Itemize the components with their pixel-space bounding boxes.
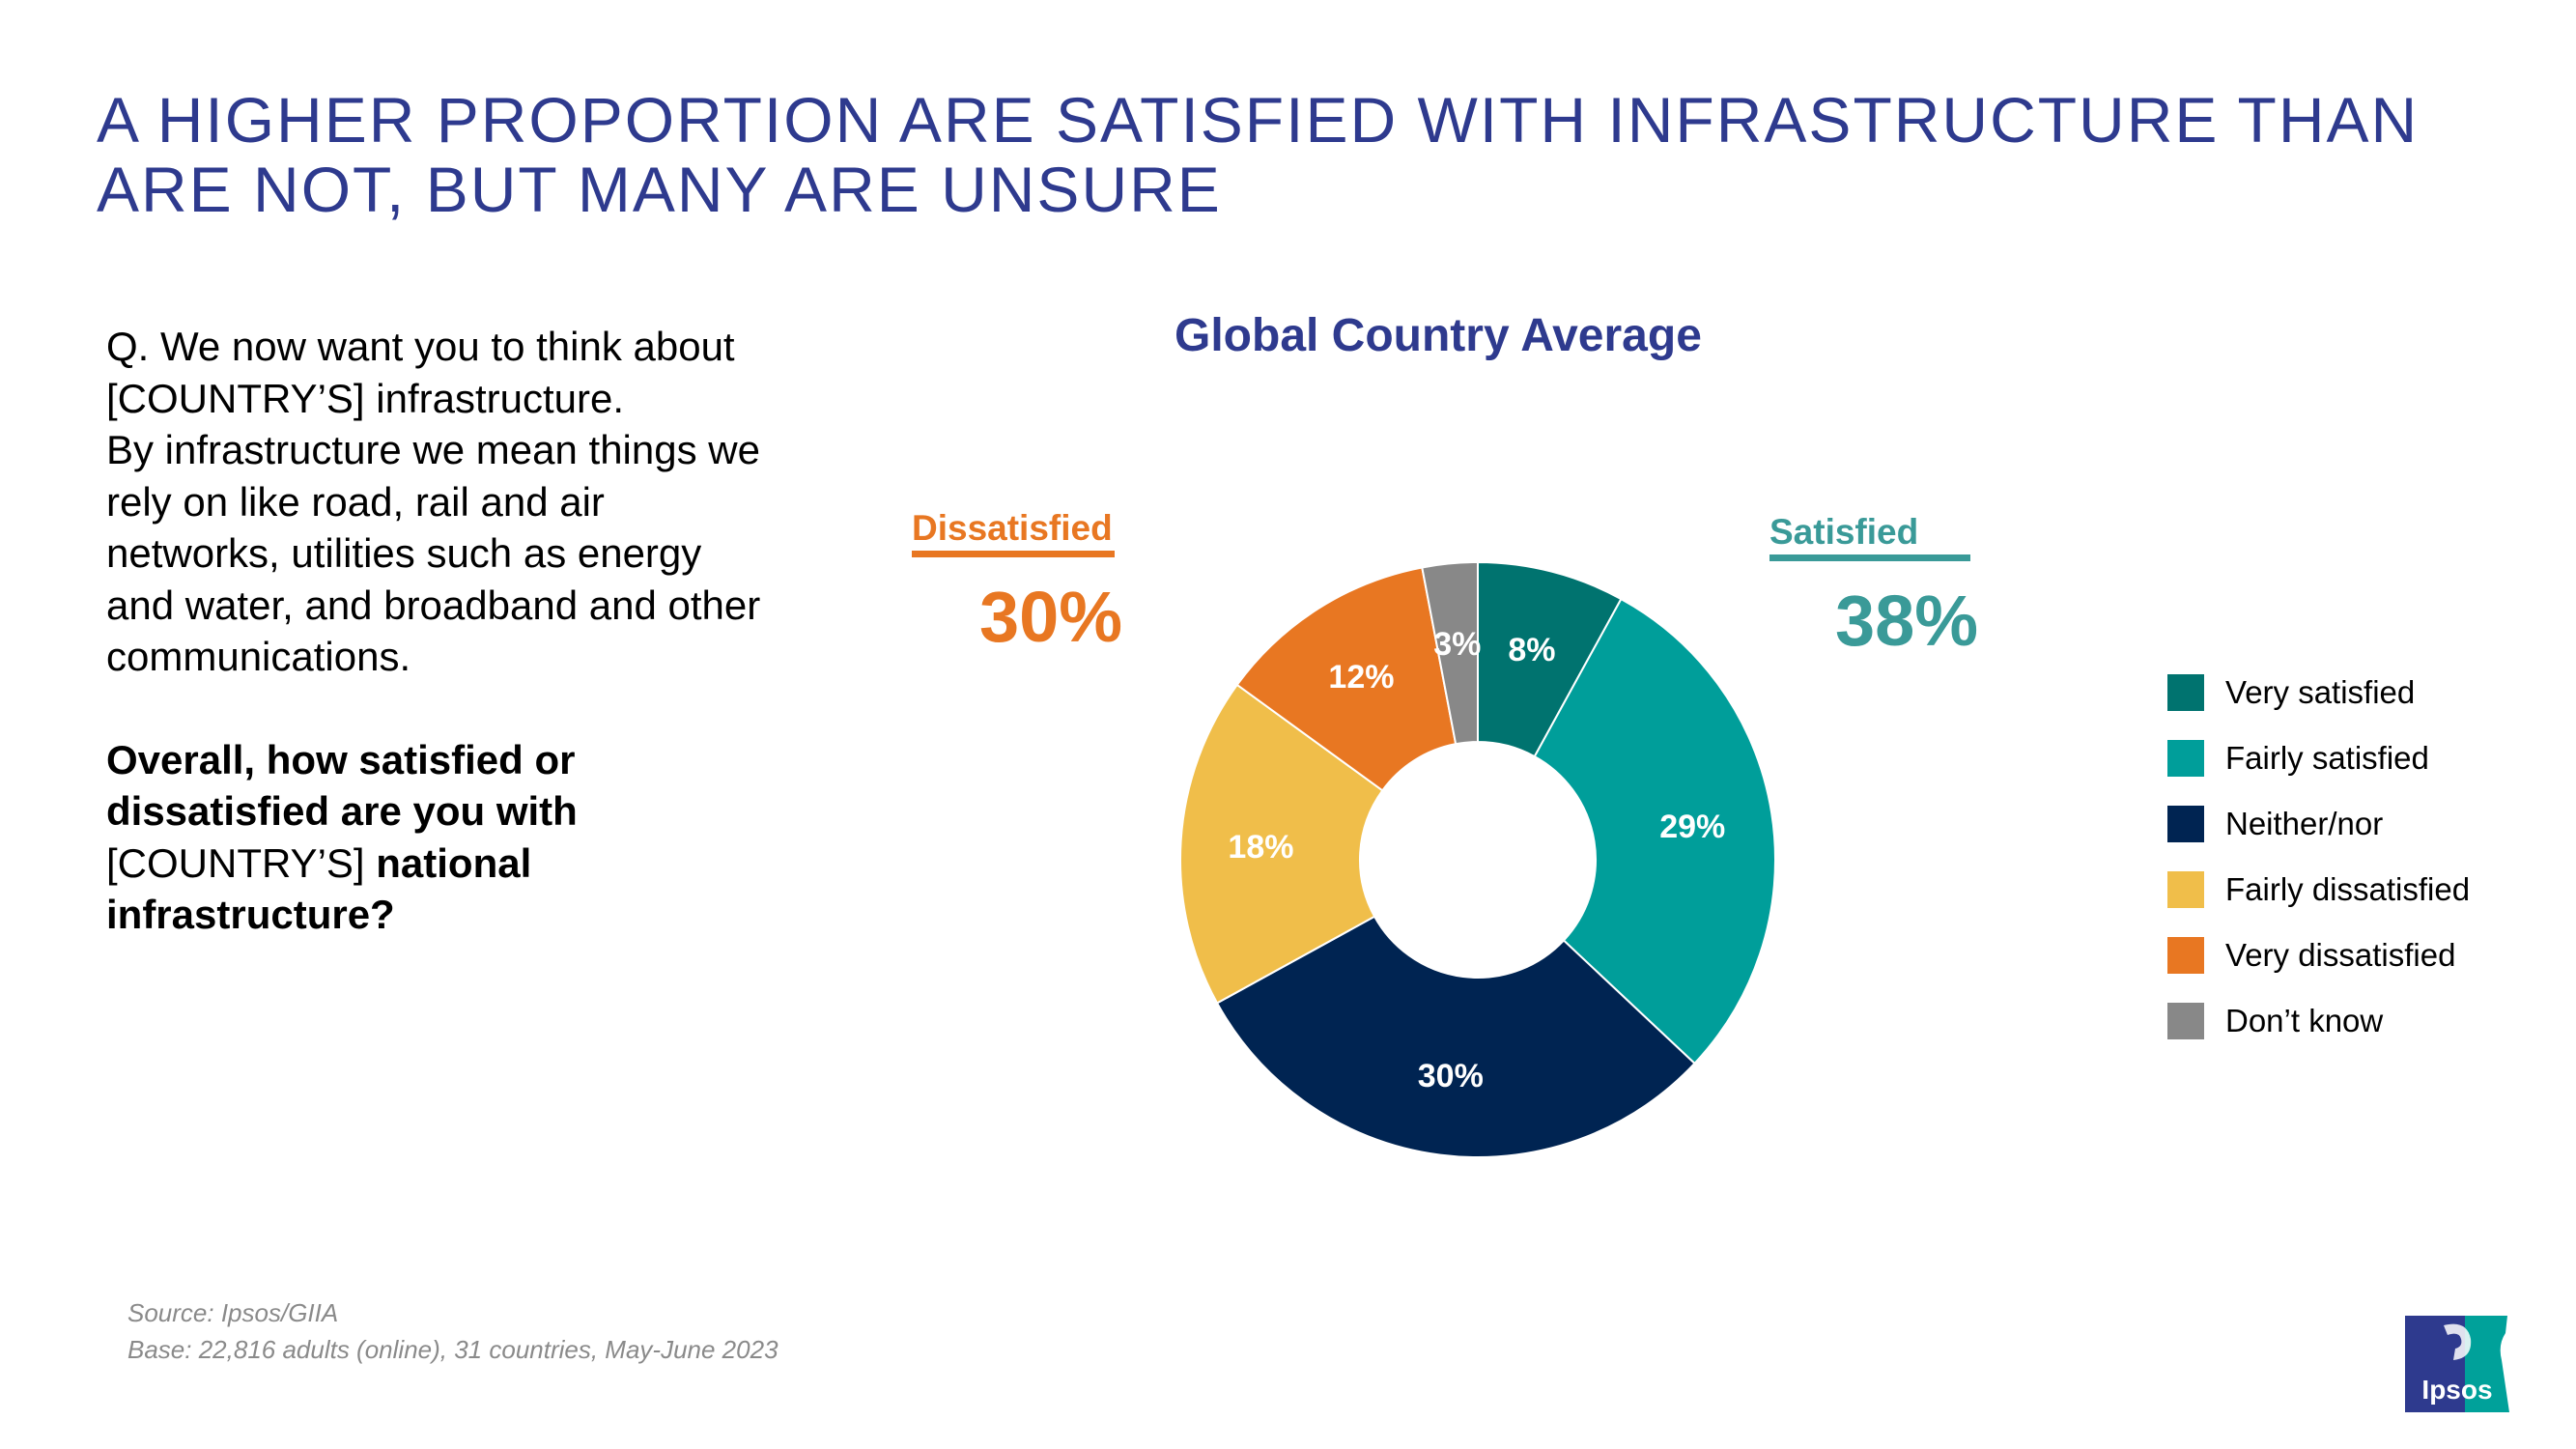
title-line-2: ARE NOT, BUT MANY ARE UNSURE (97, 154, 1222, 225)
donut-slice-neither-nor (1215, 915, 1696, 1158)
footer-notes: Source: Ipsos/GIIA Base: 22,816 adults (… (127, 1294, 778, 1368)
donut-data-label: 12% (1328, 659, 1394, 696)
satisfied-value: 38% (1835, 581, 1979, 661)
donut-slice-fairly-satisfied (1533, 597, 1776, 1065)
satisfied-underline (1769, 554, 1970, 561)
question-line: [COUNTRY’S] infrastructure. (106, 375, 625, 421)
question-line: networks, utilities such as energy (106, 530, 702, 576)
legend-item: Fairly satisfied (2167, 738, 2554, 777)
question-line: By infrastructure we mean things we (106, 427, 760, 472)
legend-swatch (2167, 674, 2204, 711)
source-note: Source: Ipsos/GIIA (127, 1298, 339, 1327)
legend-item: Don’t know (2167, 1001, 2554, 1039)
legend-label: Fairly satisfied (2225, 740, 2429, 776)
legend-item: Neither/nor (2167, 804, 2554, 842)
donut-data-label: 18% (1228, 829, 1293, 866)
legend-label: Very dissatisfied (2225, 937, 2456, 973)
legend-swatch (2167, 871, 2204, 908)
dissatisfied-underline (912, 551, 1115, 557)
title-line-1: A HIGHER PROPORTION ARE SATISFIED WITH I… (97, 84, 2420, 156)
legend-swatch (2167, 740, 2204, 777)
legend-item: Very dissatisfied (2167, 935, 2554, 974)
question-bold-line: dissatisfied are you with (106, 788, 578, 834)
base-note: Base: 22,816 adults (online), 31 countri… (127, 1335, 778, 1364)
legend-item: Very satisfied (2167, 672, 2554, 711)
donut-chart: 8% 29% 30% 18% 12% 3% (1179, 560, 1776, 1158)
question-text: Q. We now want you to think about [COUNT… (106, 321, 840, 941)
legend-label: Very satisfied (2225, 674, 2416, 710)
slide-title: A HIGHER PROPORTION ARE SATISFIED WITH I… (97, 85, 2550, 224)
legend-label: Neither/nor (2225, 806, 2384, 841)
donut-data-label: 3% (1433, 626, 1481, 663)
question-bold-line: infrastructure? (106, 892, 395, 937)
dissatisfied-label: Dissatisfied (912, 508, 1113, 548)
question-line: Q. We now want you to think about (106, 324, 735, 369)
question-line: rely on like road, rail and air (106, 478, 605, 525)
donut-slice-very-dissatisfied (1235, 566, 1458, 792)
legend-label: Don’t know (2225, 1003, 2384, 1038)
donut-slice-fairly-dissatisfied (1179, 683, 1384, 1005)
dissatisfied-value: 30% (979, 577, 1123, 657)
logo-face-icon (2444, 1323, 2472, 1360)
donut-data-label: 29% (1659, 809, 1725, 845)
legend-swatch (2167, 806, 2204, 842)
legend-swatch (2167, 1003, 2204, 1039)
question-bold-line: national (376, 839, 532, 886)
question-country-placeholder: [COUNTRY’S] (106, 839, 377, 886)
legend-label: Fairly dissatisfied (2225, 871, 2471, 907)
question-line: and water, and broadband and other (106, 582, 761, 628)
chart-title: Global Country Average (1175, 310, 1702, 361)
logo-text: Ipsos (2421, 1375, 2492, 1405)
satisfied-label: Satisfied (1769, 512, 1919, 552)
donut-slice-don-t-know (1421, 560, 1479, 746)
legend-item: Fairly dissatisfied (2167, 869, 2554, 908)
question-bold-line: Overall, how satisfied or (106, 736, 576, 782)
donut-data-label: 8% (1508, 632, 1555, 668)
legend-swatch (2167, 937, 2204, 974)
question-line: communications. (106, 634, 411, 679)
ipsos-logo: Ipsos (2405, 1316, 2509, 1412)
donut-data-label: 30% (1418, 1058, 1484, 1094)
